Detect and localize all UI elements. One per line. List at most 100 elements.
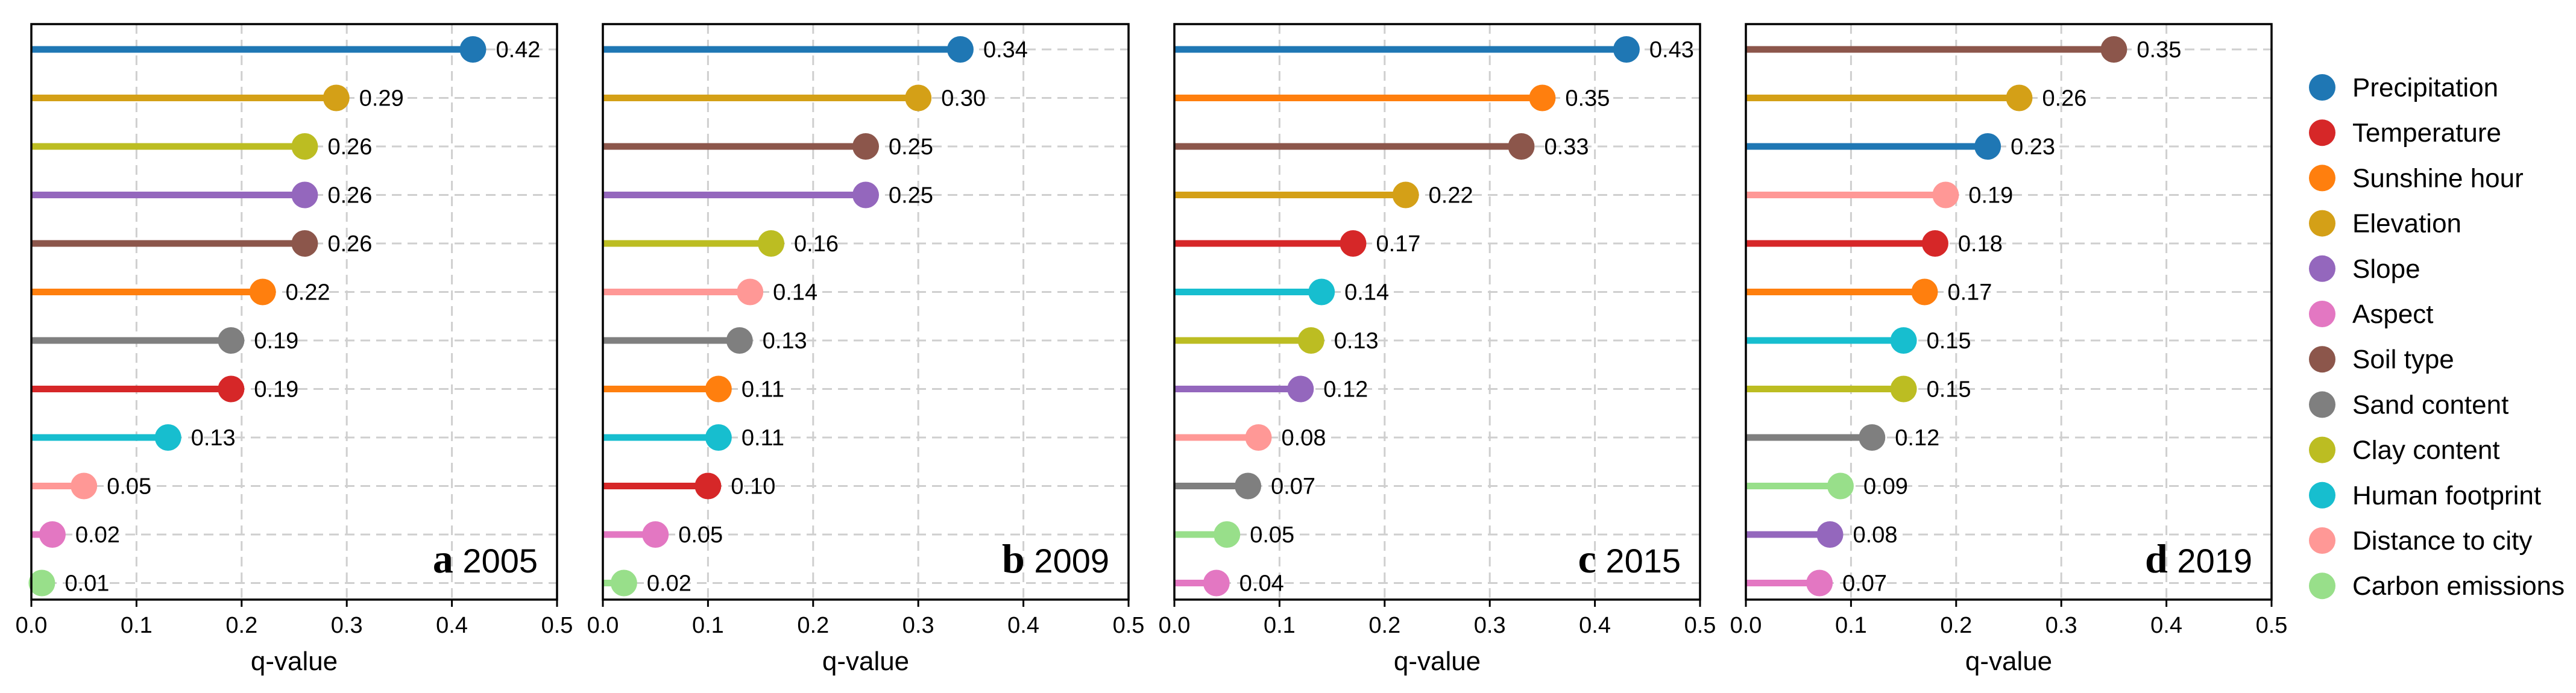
legend-marker xyxy=(2309,572,2335,600)
legend-marker xyxy=(2309,346,2335,373)
legend: Precipitation Temperature Sunshine hour Ele… xyxy=(2309,73,2565,601)
point-clay-content xyxy=(758,230,785,257)
legend-item-elevation: Elevation xyxy=(2309,209,2461,239)
value-label: 0.35 xyxy=(2137,37,2181,63)
panel-spacer xyxy=(453,542,463,580)
point-aspect xyxy=(1203,569,1230,597)
legend-marker xyxy=(2309,301,2335,327)
x-tick-label: 0.3 xyxy=(2045,613,2077,638)
x-tick-label: 0.0 xyxy=(1730,613,1762,638)
value-label: 0.19 xyxy=(254,377,298,403)
legend-label: Temperature xyxy=(2352,118,2501,148)
value-label: 0.25 xyxy=(889,134,933,160)
point-aspect xyxy=(39,521,66,548)
chart-panel-c: 0.43 0.35 0.33 0.22 0.17 0.14 0.13 0.12 0.08 0.07… xyxy=(1159,23,1716,676)
plot-frame xyxy=(602,23,1130,601)
legend-label: Precipitation xyxy=(2352,73,2498,102)
point-human-footprint xyxy=(1308,278,1335,306)
panel-letter: c xyxy=(1578,536,1596,582)
value-label: 0.15 xyxy=(1927,328,1971,354)
point-temperature xyxy=(1921,230,1948,257)
legend-item-carbon-emissions: Carbon emissions xyxy=(2309,571,2565,601)
panel-year: 2019 xyxy=(2177,542,2252,580)
value-label: 0.18 xyxy=(1958,231,2003,257)
value-label: 0.42 xyxy=(496,37,540,63)
value-label: 0.19 xyxy=(1968,183,2013,209)
legend-marker xyxy=(2309,74,2335,101)
x-axis-title: q-value xyxy=(1394,647,1481,676)
value-label: 0.34 xyxy=(983,37,1028,63)
value-label: 0.19 xyxy=(254,328,298,354)
value-label: 0.16 xyxy=(794,231,839,257)
x-tick-label: 0.3 xyxy=(1474,613,1506,638)
value-label: 0.09 xyxy=(1863,474,1908,500)
legend-marker xyxy=(2309,527,2335,554)
panel-year: 2015 xyxy=(1605,542,1681,580)
point-carbon-emissions xyxy=(1827,472,1854,500)
x-tick-label: 0.0 xyxy=(16,613,48,638)
legend-label: Slope xyxy=(2352,254,2420,284)
point-sunshine-hour xyxy=(705,375,732,403)
x-tick-label: 0.5 xyxy=(1113,613,1145,638)
value-label: 0.33 xyxy=(1545,134,1589,160)
point-sand-content xyxy=(1859,424,1886,451)
point-sunshine-hour xyxy=(1911,278,1938,306)
point-precipitation xyxy=(1613,36,1640,63)
chart-panel-d: 0.35 0.26 0.23 0.19 0.18 0.17 0.15 0.15 0.12 0.09… xyxy=(1730,23,2288,676)
legend-label: Soil type xyxy=(2352,345,2454,374)
value-label: 0.14 xyxy=(1344,280,1389,306)
legend-marker xyxy=(2309,210,2335,237)
point-sand-content xyxy=(1235,472,1262,500)
panel-year: 2009 xyxy=(1034,542,1109,580)
value-label: 0.08 xyxy=(1853,522,1898,548)
value-label: 0.11 xyxy=(742,377,784,403)
point-slope xyxy=(1816,521,1844,548)
x-tick-label: 0.4 xyxy=(436,613,468,638)
x-tick-label: 0.0 xyxy=(1159,613,1191,638)
chart-panel-b: 0.340.300.250.250.160.140.130.110.110.10… xyxy=(587,23,1145,676)
point-aspect xyxy=(642,521,669,548)
value-label: 0.17 xyxy=(1376,231,1420,257)
legend-label: Clay content xyxy=(2352,436,2500,465)
value-label: 0.12 xyxy=(1323,377,1368,403)
x-tick-label: 0.1 xyxy=(692,613,724,638)
x-tick-label: 0.3 xyxy=(902,613,934,638)
value-label: 0.01 xyxy=(65,571,109,597)
point-soil-type xyxy=(1508,133,1535,160)
legend-item-temperature: Temperature xyxy=(2309,118,2501,148)
point-human-footprint xyxy=(1890,327,1917,354)
panel-spacer xyxy=(2168,542,2178,580)
x-tick-label: 0.2 xyxy=(225,613,257,638)
legend-marker xyxy=(2309,436,2335,463)
chart-panel-a: 0.42 0.29 0.26 0.26 0.26 0.22 0.19 0.19 0.13 0.05… xyxy=(16,23,573,676)
value-label: 0.15 xyxy=(1927,377,1971,403)
value-label: 0.26 xyxy=(327,231,372,257)
value-label: 0.35 xyxy=(1565,86,1610,111)
x-tick-label: 0.5 xyxy=(541,613,573,638)
legend-item-aspect: Aspect xyxy=(2309,299,2434,329)
x-tick-label: 0.5 xyxy=(2256,613,2288,638)
point-temperature xyxy=(1340,230,1367,257)
value-label: 0.11 xyxy=(742,425,784,451)
x-tick-label: 0.2 xyxy=(797,613,829,638)
x-axis-title: q-value xyxy=(822,647,909,676)
point-sunshine-hour xyxy=(1529,84,1556,111)
legend-marker xyxy=(2309,481,2335,509)
x-tick-label: 0.1 xyxy=(1264,613,1296,638)
legend-item-precipitation: Precipitation xyxy=(2309,73,2498,102)
point-sand-content xyxy=(726,327,753,354)
x-tick-label: 0.4 xyxy=(2150,613,2182,638)
point-slope xyxy=(291,181,318,209)
value-label: 0.14 xyxy=(773,280,817,306)
value-label: 0.05 xyxy=(107,474,151,500)
panel-label: d 2019 xyxy=(2145,536,2252,582)
panel-spacer xyxy=(1596,542,1606,580)
point-distance-to-city xyxy=(1245,424,1272,451)
point-aspect xyxy=(1806,569,1833,597)
value-label: 0.07 xyxy=(1842,571,1887,597)
x-tick-label: 0.1 xyxy=(121,613,153,638)
point-sunshine-hour xyxy=(249,278,276,306)
legend-label: Sand content xyxy=(2352,390,2508,419)
x-tick-label: 0.2 xyxy=(1940,613,1972,638)
